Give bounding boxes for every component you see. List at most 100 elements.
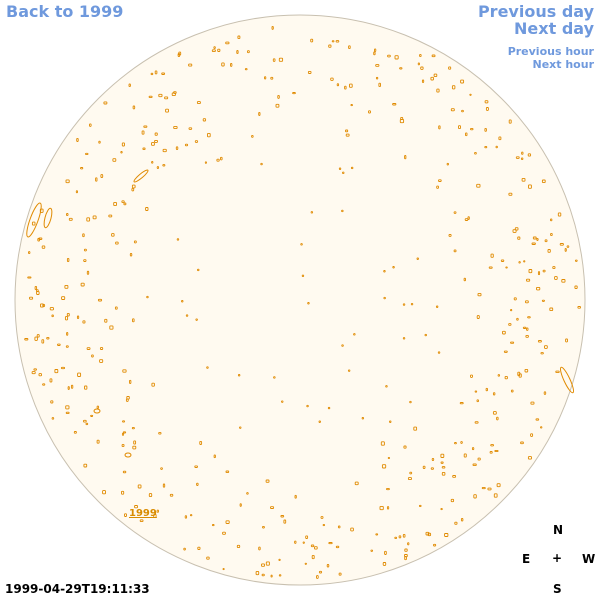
active-region-mark [433,543,437,547]
active-region-mark [375,533,379,536]
active-region-mark [225,41,230,45]
active-region-mark [410,302,414,306]
active-region-mark [552,266,556,270]
active-region-mark [131,187,135,192]
year-link[interactable]: 1999 [129,508,157,519]
active-region-mark [122,369,127,373]
active-region-mark [510,341,515,344]
active-region-mark [528,184,532,189]
active-region-mark [345,129,349,133]
active-region-mark [508,323,512,326]
active-region-mark [514,227,519,231]
active-region-mark [550,218,553,222]
active-region-mark [517,236,521,240]
active-region-mark [154,139,158,143]
active-region-mark [464,218,469,221]
active-region-mark [341,344,344,347]
active-region-mark [121,142,125,147]
active-region-mark [196,482,199,486]
active-region-mark [84,385,88,390]
active-region-mark [454,442,457,445]
active-region-mark [384,550,387,555]
active-region-mark [202,118,207,122]
active-region-mark [184,515,188,519]
active-region-mark [431,457,435,461]
active-region-mark [349,83,353,88]
active-region-mark [132,318,135,323]
back-to-year-link[interactable]: Back to 1999 [6,2,124,21]
active-region-mark [310,544,315,548]
active-region-mark [132,105,136,110]
active-region-mark [421,79,425,83]
active-region-mark [151,161,154,164]
active-region-mark [461,109,464,113]
active-region-mark [476,399,479,403]
active-region-mark [530,401,535,405]
active-region-mark [301,274,305,278]
next-day-link[interactable]: Next day [514,19,594,38]
active-region-mark [66,331,69,336]
active-region-mark [477,457,481,461]
active-region-mark [386,487,390,491]
active-region-mark [361,417,365,420]
active-region-mark [35,289,39,293]
active-region-mark [115,241,119,245]
active-region-mark [446,162,449,166]
active-region-mark [448,66,452,70]
previous-day-link[interactable]: Previous day [477,2,594,21]
active-region-mark [463,453,467,458]
active-region-mark [175,146,179,150]
active-region-mark [199,440,203,445]
active-region-mark [404,155,407,160]
active-region-mark [520,157,524,161]
previous-hour-link[interactable]: Previous hour [507,45,594,58]
active-region-mark [508,119,512,124]
active-region-mark [222,531,226,535]
active-region-mark [154,70,158,75]
active-region-mark [574,285,578,289]
active-region-mark [188,63,193,67]
active-region-mark [111,233,115,237]
active-region-mark [133,440,137,445]
active-region-mark [49,378,53,383]
active-region-mark [496,416,499,421]
active-region-mark [566,245,570,248]
active-region-mark [189,514,193,517]
active-region-mark [27,276,32,279]
active-region-mark [64,316,69,321]
active-region-mark [57,343,61,346]
active-region-mark [270,574,273,578]
active-region-mark [31,371,36,375]
active-region-mark [184,143,189,147]
active-region-mark [121,432,125,436]
active-region-mark [510,389,514,393]
active-region-mark [211,49,216,53]
active-region-mark [523,260,526,263]
active-region-mark [65,179,70,184]
active-region-mark [528,269,533,274]
active-region-mark [537,340,542,343]
active-region-mark [160,467,163,470]
active-region-mark [485,387,488,392]
active-region-mark [350,104,353,107]
active-region-mark [76,137,79,142]
active-region-mark [425,531,430,536]
active-region-mark [485,107,489,111]
active-region-mark [197,546,201,550]
active-region-mark [460,79,465,84]
active-region-mark [417,62,420,66]
compass-east-label: E [522,552,531,566]
active-region-mark [530,433,534,437]
active-region-mark [109,325,114,330]
active-region-mark [42,303,46,308]
active-region-mark [194,465,198,468]
next-hour-link[interactable]: Next hour [532,58,595,71]
active-region-mark [148,493,153,498]
active-region-mark [341,209,344,213]
active-region-mark [484,127,487,132]
active-region-mark [123,202,127,206]
active-region-mark [441,471,446,476]
active-region-mark [183,547,186,551]
active-region-mark [433,73,438,78]
active-region-mark [128,83,131,88]
